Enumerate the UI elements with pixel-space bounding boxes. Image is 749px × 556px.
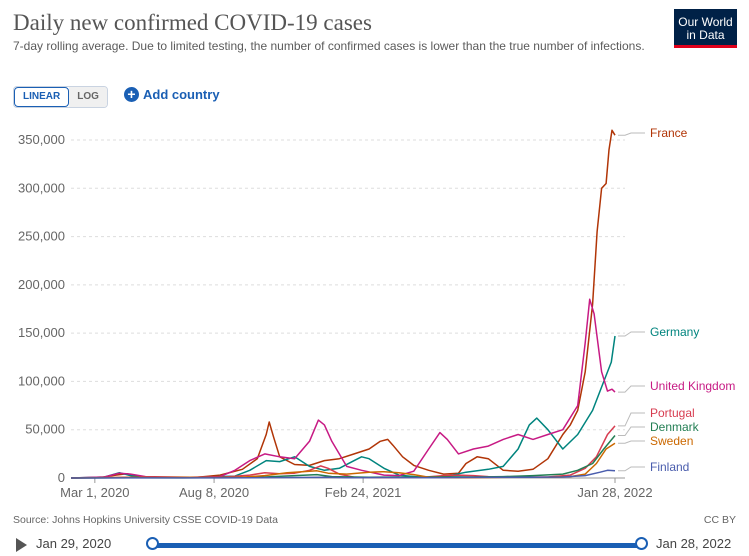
series-leader-line [618,331,645,337]
series-label: Portugal [650,406,695,420]
series-leader-line [618,132,645,136]
series-label: United Kingdom [650,379,735,393]
logo-line-1: Our World [678,15,733,29]
y-tick-label: 250,000 [18,229,65,244]
x-tick-label: Mar 1, 2020 [60,485,129,500]
series-line-france [70,129,616,479]
plus-icon: + [124,87,139,102]
add-country-label: Add country [143,87,220,102]
chart-subtitle: 7-day rolling average. Due to limited te… [13,39,645,53]
y-tick-label: 50,000 [25,422,65,437]
x-tick-label: Feb 24, 2021 [325,485,402,500]
logo-line-2: in Data [686,28,725,42]
series-line-germany [70,335,616,479]
owid-logo[interactable]: Our World in Data [674,9,737,48]
scale-toggle[interactable]: LINEAR LOG [13,86,108,108]
source-link[interactable]: Source: Johns Hopkins University CSSE CO… [13,514,278,526]
series-leader-line [618,440,645,444]
series-label: France [650,126,688,140]
series-leader-line [618,466,645,472]
chart-title: Daily new confirmed COVID-19 cases [13,10,372,35]
series-line-portugal [70,425,616,479]
series-leader-line [618,385,645,393]
y-tick-label: 0 [58,470,65,485]
log-scale-button[interactable]: LOG [69,87,107,107]
timeline-end-label: Jan 28, 2022 [656,536,732,551]
y-tick-label: 300,000 [18,180,65,195]
series-line-united-kingdom [70,298,616,479]
add-country-button[interactable]: + Add country [124,87,220,102]
series-label: Germany [650,325,699,339]
series-label: Denmark [650,420,700,434]
line-chart[interactable]: 0 50,000 100,000 150,000 200,000 250,000 300,0… [0,115,749,510]
play-icon[interactable] [16,538,27,552]
linear-scale-button[interactable]: LINEAR [14,87,70,107]
y-tick-label: 100,000 [18,373,65,388]
series-line-finland [70,469,616,479]
y-tick-label: 350,000 [18,132,65,147]
x-tick-label: Aug 8, 2020 [179,485,249,500]
series-leader-line [618,412,645,427]
timeline-start-label: Jan 29, 2020 [36,536,112,551]
license-link[interactable]: CC BY [703,514,736,526]
series-label: Finland [650,460,689,474]
timeline: Jan 29, 2020 Jan 28, 2022 [0,530,749,556]
x-tick-label: Jan 28, 2022 [577,485,652,500]
series-label: Sweden [650,434,693,448]
y-tick-label: 200,000 [18,277,65,292]
y-tick-label: 150,000 [18,325,65,340]
timeline-end-handle[interactable] [635,537,648,550]
timeline-track[interactable] [152,543,641,548]
series-leader-line [618,426,645,436]
timeline-start-handle[interactable] [146,537,159,550]
